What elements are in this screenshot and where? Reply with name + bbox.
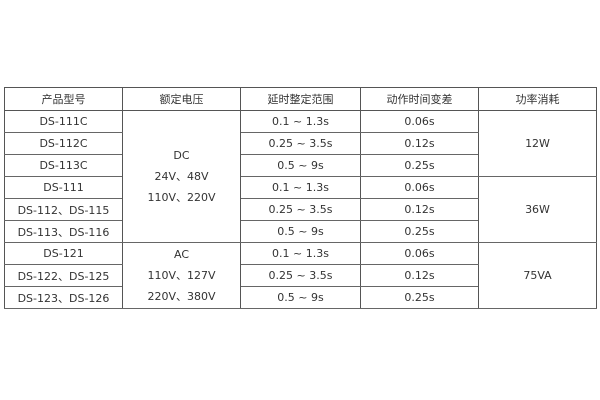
- delay-cell: 0.5 ~ 9s: [240, 286, 361, 309]
- variation-cell: 0.12s: [360, 198, 479, 221]
- header-delay-range: 延时整定范围: [240, 87, 361, 111]
- delay-cell: 0.1 ~ 1.3s: [240, 110, 361, 133]
- model-cell: DS-121: [4, 242, 123, 265]
- model-cell: DS-112、DS-115: [4, 198, 123, 221]
- model-cell: DS-111: [4, 176, 123, 199]
- table-row: DS-113、DS-116 0.5 ~ 9s 0.25s: [4, 220, 597, 243]
- power-cell: 36W: [478, 176, 597, 243]
- power-cell: 75VA: [478, 242, 597, 309]
- table-row: DS-111 0.1 ~ 1.3s 0.06s 36W: [4, 176, 597, 243]
- voltage-line: DC: [173, 149, 190, 162]
- table-row: DS-113C 0.5 ~ 9s 0.25s: [4, 154, 597, 177]
- header-row: 产品型号 额定电压 延时整定范围 动作时间变差 功率消耗: [4, 87, 597, 111]
- variation-cell: 0.25s: [360, 220, 479, 243]
- variation-cell: 0.12s: [360, 132, 479, 155]
- voltage-line: 220V、380V: [147, 290, 216, 303]
- header-voltage: 额定电压: [122, 87, 241, 111]
- delay-cell: 0.5 ~ 9s: [240, 154, 361, 177]
- variation-cell: 0.25s: [360, 286, 479, 309]
- table-row: DS-123、DS-126 0.5 ~ 9s 0.25s: [4, 286, 597, 309]
- variation-cell: 0.12s: [360, 264, 479, 287]
- spec-table: 产品型号 额定电压 延时整定范围 动作时间变差 功率消耗 DS-111C DC …: [4, 87, 597, 309]
- variation-cell: 0.06s: [360, 110, 479, 133]
- variation-cell: 0.25s: [360, 154, 479, 177]
- header-model: 产品型号: [4, 87, 123, 111]
- delay-cell: 0.25 ~ 3.5s: [240, 132, 361, 155]
- variation-cell: 0.06s: [360, 242, 479, 265]
- model-cell: DS-111C: [4, 110, 123, 133]
- table-row: DS-111C DC 24V、48V 110V、220V 0.1 ~ 1.3s …: [4, 110, 597, 243]
- delay-cell: 0.1 ~ 1.3s: [240, 242, 361, 265]
- model-cell: DS-112C: [4, 132, 123, 155]
- header-power: 功率消耗: [478, 87, 597, 111]
- model-cell: DS-113、DS-116: [4, 220, 123, 243]
- model-cell: DS-123、DS-126: [4, 286, 123, 309]
- voltage-line: 110V、127V: [147, 269, 216, 282]
- variation-cell: 0.06s: [360, 176, 479, 199]
- table-row: DS-122、DS-125 0.25 ~ 3.5s 0.12s: [4, 264, 597, 287]
- delay-cell: 0.25 ~ 3.5s: [240, 264, 361, 287]
- voltage-line: 110V、220V: [147, 191, 216, 204]
- model-cell: DS-122、DS-125: [4, 264, 123, 287]
- delay-cell: 0.25 ~ 3.5s: [240, 198, 361, 221]
- voltage-line: AC: [173, 248, 189, 261]
- power-cell: 12W: [478, 110, 597, 177]
- delay-cell: 0.5 ~ 9s: [240, 220, 361, 243]
- table-row: DS-121 AC 110V、127V 220V、380V 0.1 ~ 1.3s…: [4, 242, 597, 309]
- delay-cell: 0.1 ~ 1.3s: [240, 176, 361, 199]
- voltage-cell: DC 24V、48V 110V、220V: [122, 110, 241, 243]
- model-cell: DS-113C: [4, 154, 123, 177]
- voltage-cell: AC 110V、127V 220V、380V: [122, 242, 241, 309]
- header-time-variation: 动作时间变差: [360, 87, 479, 111]
- voltage-line: 24V、48V: [154, 170, 209, 183]
